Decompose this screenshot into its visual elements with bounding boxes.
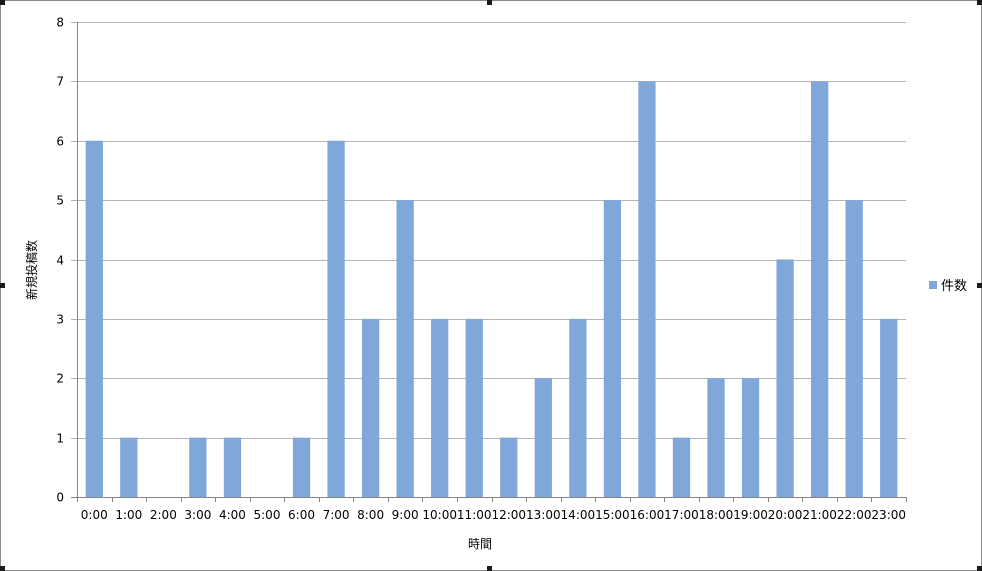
y-tick-label: 8 — [56, 16, 64, 30]
axes — [77, 22, 907, 502]
bar[interactable] — [361, 318, 380, 497]
x-tick-label: 5:00 — [254, 508, 281, 522]
x-tick-label: 17:00 — [664, 508, 699, 522]
legend-swatch — [929, 281, 937, 289]
y-tick-label: 2 — [56, 372, 64, 386]
resize-handle-middle-left[interactable] — [0, 283, 5, 288]
x-tick-label: 8:00 — [357, 508, 384, 522]
bar[interactable] — [776, 259, 794, 498]
gridlines — [71, 22, 906, 498]
bar[interactable] — [120, 437, 138, 497]
y-tick-labels: 0 1 2 3 4 5 6 7 8 — [56, 16, 64, 505]
bar[interactable] — [189, 437, 207, 497]
x-tick-label: 10:00 — [422, 508, 457, 522]
y-tick-label: 7 — [56, 75, 64, 89]
bar[interactable] — [431, 318, 449, 497]
x-tick-labels: 0:00 1:00 2:00 3:00 4:00 5:00 6:00 7:00 8:00 9:00… — [81, 508, 906, 522]
x-tick-label: 22:00 — [837, 508, 872, 522]
y-tick-label: 3 — [56, 313, 64, 327]
bar[interactable] — [569, 318, 587, 497]
x-tick-label: 19:00 — [733, 508, 768, 522]
bar[interactable] — [741, 378, 760, 497]
bar[interactable] — [603, 200, 622, 497]
bar[interactable] — [327, 140, 345, 497]
x-tick-label: 14:00 — [561, 508, 596, 522]
x-tick-label: 13:00 — [526, 508, 561, 522]
x-tick-label: 11:00 — [457, 508, 492, 522]
legend-label: 件数 — [941, 279, 967, 294]
bar[interactable] — [292, 437, 311, 497]
bar[interactable] — [85, 140, 103, 497]
resize-handle-bottom-left[interactable] — [0, 566, 5, 571]
x-tick-label: 18:00 — [699, 508, 734, 522]
x-tick-label: 3:00 — [184, 508, 211, 522]
x-tick-label: 20:00 — [768, 508, 803, 522]
bar[interactable] — [223, 437, 242, 497]
bar[interactable] — [845, 200, 863, 497]
bar[interactable] — [396, 200, 414, 497]
resize-handle-middle-right[interactable] — [977, 283, 982, 288]
x-tick-label: 2:00 — [150, 508, 177, 522]
bar[interactable] — [672, 437, 691, 497]
x-tick-label: 9:00 — [392, 508, 419, 522]
bar[interactable] — [707, 378, 725, 497]
y-tick-label: 0 — [56, 491, 64, 505]
x-tick-label: 4:00 — [219, 508, 246, 522]
x-tick-label: 7:00 — [323, 508, 350, 522]
resize-handle-top-center[interactable] — [487, 0, 492, 5]
bar[interactable] — [534, 378, 552, 497]
y-tick-label: 1 — [56, 432, 64, 446]
resize-handle-bottom-right[interactable] — [977, 566, 982, 571]
bar[interactable] — [811, 81, 829, 497]
resize-handle-top-left[interactable] — [0, 0, 5, 5]
y-axis-title: 新規投稿数 — [24, 240, 39, 300]
x-tick-label: 23:00 — [871, 508, 906, 522]
resize-handle-top-right[interactable] — [977, 0, 982, 5]
bars — [85, 81, 898, 498]
x-tick-label: 21:00 — [802, 508, 837, 522]
x-tick-label: 16:00 — [630, 508, 665, 522]
x-axis-title: 時間 — [468, 537, 492, 551]
bar[interactable] — [465, 318, 483, 497]
y-tick-label: 6 — [56, 135, 64, 149]
bar[interactable] — [638, 81, 656, 497]
legend[interactable]: 件数 — [929, 279, 967, 294]
bar[interactable] — [500, 437, 518, 497]
bar[interactable] — [880, 318, 898, 497]
x-tick-label: 12:00 — [491, 508, 526, 522]
x-tick-label: 0:00 — [81, 508, 108, 522]
y-tick-label: 4 — [56, 254, 64, 268]
resize-handle-bottom-center[interactable] — [487, 566, 492, 571]
x-tick-label: 1:00 — [115, 508, 142, 522]
x-tick-label: 15:00 — [595, 508, 630, 522]
x-tick-label: 6:00 — [288, 508, 315, 522]
y-tick-label: 5 — [56, 194, 64, 208]
